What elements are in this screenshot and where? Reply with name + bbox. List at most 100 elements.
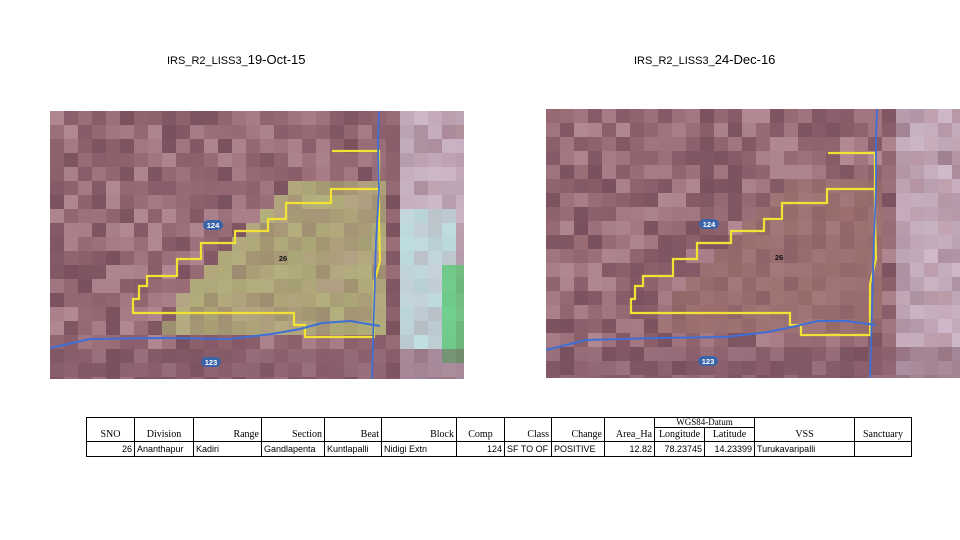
- image-pixel-block: [316, 363, 330, 377]
- image-pixel-block: [162, 377, 176, 379]
- image-pixel-block: [78, 111, 92, 125]
- image-pixel-block: [924, 249, 938, 263]
- image-pixel-block: [742, 165, 756, 179]
- image-pixel-block: [826, 165, 840, 179]
- image-pixel-block: [952, 109, 960, 123]
- image-pixel-block: [952, 165, 960, 179]
- image-pixel-block: [274, 251, 288, 265]
- image-pixel-block: [896, 151, 910, 165]
- image-pixel-block: [92, 307, 106, 321]
- image-pixel-block: [78, 307, 92, 321]
- image-pixel-block: [64, 293, 78, 307]
- image-pixel-block: [302, 251, 316, 265]
- image-pixel-block: [400, 167, 414, 181]
- image-pixel-block: [588, 305, 602, 319]
- cell-vss: Turukavaripalli: [754, 441, 855, 457]
- image-pixel-block: [840, 361, 854, 375]
- image-pixel-block: [302, 293, 316, 307]
- svg-text:123: 123: [702, 357, 715, 366]
- image-pixel-block: [756, 277, 770, 291]
- image-pixel-block: [106, 363, 120, 377]
- image-pixel-block: [414, 293, 428, 307]
- image-pixel-block: [742, 137, 756, 151]
- image-pixel-block: [784, 165, 798, 179]
- image-pixel-block: [546, 361, 560, 375]
- image-pixel-block: [658, 165, 672, 179]
- image-pixel-block: [644, 333, 658, 347]
- image-pixel-block: [756, 333, 770, 347]
- image-pixel-block: [162, 181, 176, 195]
- image-pixel-block: [560, 249, 574, 263]
- image-pixel-block: [630, 179, 644, 193]
- image-pixel-block: [400, 111, 414, 125]
- image-pixel-block: [784, 235, 798, 249]
- image-pixel-block: [826, 333, 840, 347]
- image-pixel-block: [602, 319, 616, 333]
- image-pixel-block: [288, 125, 302, 139]
- image-pixel-block: [50, 377, 64, 379]
- image-pixel-block: [896, 137, 910, 151]
- image-pixel-block: [92, 167, 106, 181]
- image-pixel-block: [386, 321, 400, 335]
- image-pixel-block: [232, 293, 246, 307]
- image-pixel-block: [162, 237, 176, 251]
- image-pixel-block: [50, 349, 64, 363]
- image-pixel-block: [204, 209, 218, 223]
- image-pixel-block: [400, 153, 414, 167]
- image-pixel-block: [106, 335, 120, 349]
- image-pixel-block: [274, 195, 288, 209]
- image-pixel-block: [344, 195, 358, 209]
- image-pixel-block: [78, 139, 92, 153]
- image-pixel-block: [386, 111, 400, 125]
- image-pixel-block: [770, 109, 784, 123]
- image-pixel-block: [442, 195, 456, 209]
- image-pixel-block: [630, 361, 644, 375]
- image-pixel-block: [602, 193, 616, 207]
- image-pixel-block: [854, 151, 868, 165]
- image-pixel-block: [714, 263, 728, 277]
- image-pixel-block: [826, 249, 840, 263]
- image-pixel-block: [798, 375, 812, 378]
- image-pixel-block: [134, 251, 148, 265]
- image-pixel-block: [302, 237, 316, 251]
- image-pixel-block: [190, 125, 204, 139]
- image-pixel-block: [798, 361, 812, 375]
- image-pixel-block: [574, 305, 588, 319]
- image-pixel-block: [274, 181, 288, 195]
- image-pixel-block: [120, 139, 134, 153]
- image-pixel-block: [456, 237, 464, 251]
- image-pixel-block: [190, 293, 204, 307]
- image-pixel-block: [672, 319, 686, 333]
- image-pixel-block: [232, 363, 246, 377]
- image-pixel-block: [456, 265, 464, 279]
- image-pixel-block: [952, 375, 960, 378]
- image-pixel-block: [442, 181, 456, 195]
- image-pixel-block: [204, 335, 218, 349]
- image-pixel-block: [428, 279, 442, 293]
- image-pixel-block: [344, 153, 358, 167]
- image-pixel-block: [924, 277, 938, 291]
- image-pixel-block: [246, 209, 260, 223]
- image-pixel-block: [218, 153, 232, 167]
- image-pixel-block: [686, 137, 700, 151]
- image-pixel-block: [50, 293, 64, 307]
- image-pixel-block: [386, 195, 400, 209]
- image-pixel-block: [644, 151, 658, 165]
- image-pixel-block: [924, 333, 938, 347]
- image-pixel-block: [756, 319, 770, 333]
- image-pixel-block: [924, 179, 938, 193]
- image-pixel-block: [910, 263, 924, 277]
- image-pixel-block: [812, 179, 826, 193]
- image-pixel-block: [218, 181, 232, 195]
- image-pixel-block: [672, 291, 686, 305]
- header-latitude: Latitude: [704, 427, 755, 442]
- image-pixel-block: [134, 335, 148, 349]
- image-pixel-block: [456, 209, 464, 223]
- image-pixel-block: [896, 109, 910, 123]
- image-pixel-block: [316, 293, 330, 307]
- image-pixel-block: [616, 193, 630, 207]
- image-pixel-block: [442, 321, 456, 335]
- image-pixel-block: [442, 279, 456, 293]
- image-pixel-block: [344, 265, 358, 279]
- image-pixel-block: [602, 221, 616, 235]
